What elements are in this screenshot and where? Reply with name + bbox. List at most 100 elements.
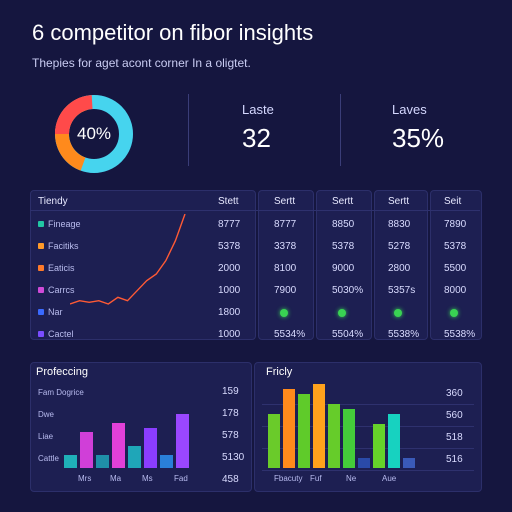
table-cell[interactable]: 8000 — [444, 285, 467, 296]
table-cell[interactable]: 5378 — [444, 241, 467, 252]
table-cell[interactable]: 1000 — [218, 329, 241, 340]
bar[interactable] — [403, 458, 415, 468]
bar[interactable] — [283, 388, 295, 468]
chart-value: 458 — [222, 474, 239, 485]
table-cell[interactable]: 5538% — [444, 329, 476, 340]
table-cell[interactable]: 5357s — [388, 285, 416, 296]
chart-row-label: Cattle — [38, 454, 59, 463]
status-dot — [394, 309, 402, 317]
legend-swatch — [38, 309, 44, 315]
gridline — [262, 404, 474, 405]
table-row-label[interactable]: Eaticis — [38, 263, 75, 273]
table-row-label[interactable]: Facitiks — [38, 241, 79, 251]
table-header[interactable]: Sertt — [274, 196, 296, 207]
table-cell[interactable]: 5278 — [388, 241, 411, 252]
table-row-label[interactable]: Fineage — [38, 219, 81, 229]
chart-value: 159 — [222, 386, 239, 397]
bar[interactable] — [128, 445, 141, 468]
page-title: 6 competitor on fibor insights — [32, 20, 314, 45]
bar[interactable] — [328, 403, 340, 468]
table-cell[interactable]: 7900 — [274, 285, 297, 296]
donut-chart[interactable] — [52, 92, 136, 176]
kpi-label: Laves — [392, 102, 427, 117]
row-name: Nar — [48, 307, 63, 317]
table-cell[interactable]: 8777 — [218, 219, 241, 230]
table-cell[interactable]: 8850 — [332, 219, 355, 230]
chart-value: 578 — [222, 430, 239, 441]
table-cell[interactable]: 8777 — [274, 219, 297, 230]
trend-line-chart — [70, 214, 186, 305]
table-row-label[interactable]: Carrcs — [38, 285, 75, 295]
status-dot — [338, 309, 346, 317]
legend-swatch — [38, 287, 44, 293]
trend-line — [70, 214, 186, 305]
legend-swatch — [38, 331, 44, 337]
table-cell[interactable]: 8100 — [274, 263, 297, 274]
gridline — [262, 426, 474, 427]
x-axis-label: Mrs — [78, 474, 92, 483]
bar[interactable] — [298, 393, 310, 468]
fricly-title: Fricly — [266, 366, 293, 378]
table-cell[interactable]: 7890 — [444, 219, 467, 230]
kpi-label: Laste — [242, 102, 274, 117]
table-cell[interactable]: 5534% — [274, 329, 306, 340]
x-axis-label: Ms — [142, 474, 153, 483]
row-name: Eaticis — [48, 263, 75, 273]
bar[interactable] — [358, 458, 370, 468]
table-header-divider — [30, 210, 480, 211]
chart-value: 360 — [446, 388, 463, 399]
profeccing-chart-panel — [30, 362, 252, 492]
profeccing-title: Profeccing — [36, 366, 88, 378]
table-row-label[interactable]: Cactel — [38, 329, 74, 339]
kpi-laves[interactable]: Laves 35% — [392, 102, 444, 154]
bar[interactable] — [112, 423, 125, 468]
donut-segment-red — [55, 95, 133, 173]
table-cell[interactable]: 5500 — [444, 263, 467, 274]
table-cell[interactable]: 1000 — [218, 285, 241, 296]
table-cell[interactable]: 3378 — [274, 241, 297, 252]
bar[interactable] — [80, 432, 93, 468]
chart-row-label: Liae — [38, 432, 54, 441]
chart-value: 516 — [446, 454, 463, 465]
bar[interactable] — [268, 413, 280, 468]
table-cell[interactable]: 1800 — [218, 307, 241, 318]
table-header[interactable]: Sertt — [388, 196, 410, 207]
table-header[interactable]: Stett — [218, 196, 239, 207]
chart-row-label: Dwe — [38, 410, 55, 419]
bar[interactable] — [96, 454, 109, 468]
bar[interactable] — [160, 454, 173, 468]
table-cell[interactable]: 5378 — [218, 241, 241, 252]
kpi-laste[interactable]: Laste 32 — [242, 102, 274, 154]
table-cell[interactable]: 5504% — [332, 329, 364, 340]
bar[interactable] — [313, 384, 325, 468]
table-cell[interactable]: 5378 — [332, 241, 355, 252]
table-cell[interactable]: 5030% — [332, 285, 364, 296]
legend-swatch — [38, 243, 44, 249]
kpi-divider — [340, 94, 341, 166]
table-row-label[interactable]: Nar — [38, 307, 63, 317]
table-header[interactable]: Seit — [444, 196, 462, 207]
table-cell[interactable]: 2000 — [218, 263, 241, 274]
donut-value: 40% — [76, 124, 112, 143]
bar[interactable] — [388, 413, 400, 468]
kpi-value: 35% — [392, 123, 445, 153]
table-header[interactable]: Sertt — [332, 196, 354, 207]
x-axis-label: Fad — [174, 474, 188, 483]
table-header-trend[interactable]: Tiendy — [38, 196, 68, 207]
table-column-panel — [316, 190, 372, 340]
bar[interactable] — [176, 414, 189, 468]
x-axis-label: Fbacuty — [274, 474, 303, 483]
bar[interactable] — [144, 427, 157, 468]
status-dot — [450, 309, 458, 317]
table-cell[interactable]: 8830 — [388, 219, 411, 230]
table-cell[interactable]: 9000 — [332, 263, 355, 274]
kpi-divider — [188, 94, 189, 166]
bar[interactable] — [64, 454, 77, 468]
bar[interactable] — [373, 423, 385, 468]
table-cell[interactable]: 2800 — [388, 263, 411, 274]
kpi-row: 40% Laste 32 Laves 35% — [28, 88, 488, 184]
table-cell[interactable]: 5538% — [388, 329, 420, 340]
x-axis-label: Ma — [110, 474, 122, 483]
bar[interactable] — [343, 408, 355, 468]
table-trend-panel — [30, 190, 256, 340]
